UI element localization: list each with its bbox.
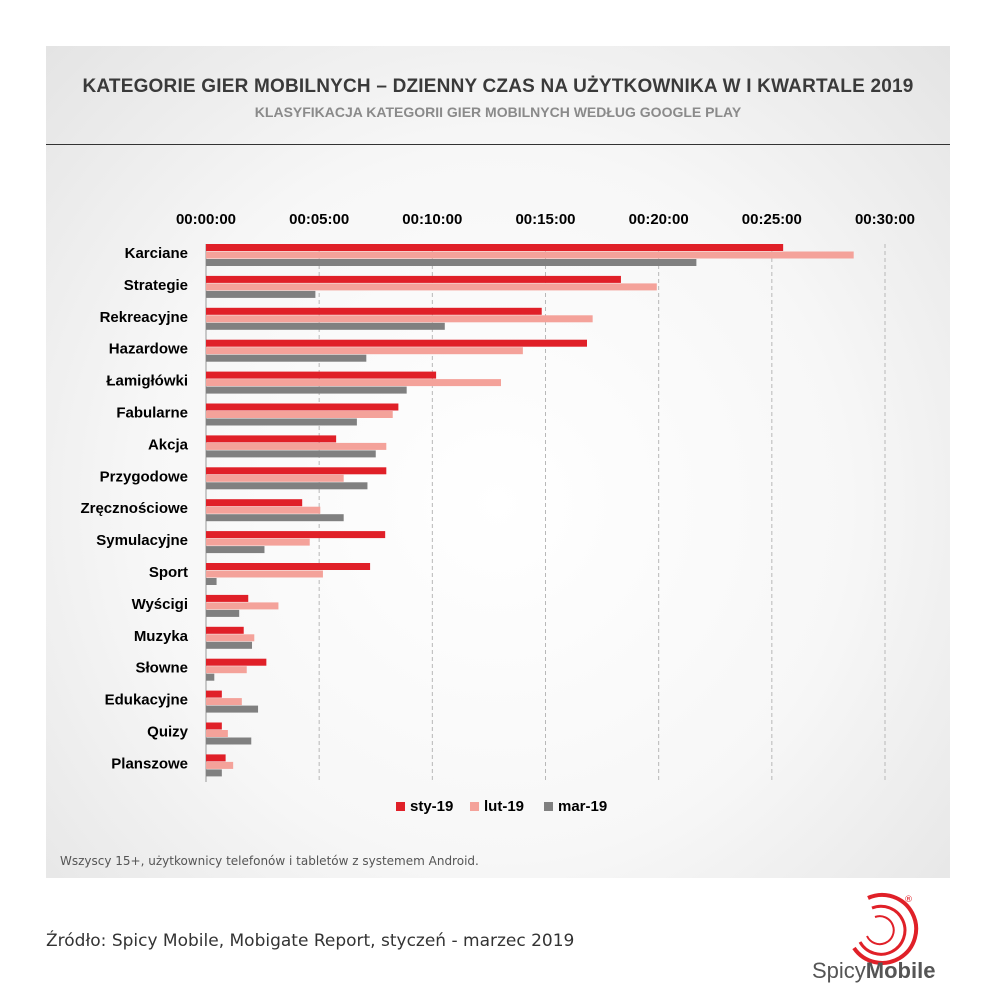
x-tick-label: 00:15:00	[515, 211, 575, 228]
bar-lut-19	[206, 506, 321, 514]
source-text: Źródło: Spicy Mobile, Mobigate Report, s…	[46, 931, 575, 951]
category-label: Zręcznościowe	[80, 500, 188, 517]
bar-sty-19	[206, 722, 222, 730]
bar-mar-19	[206, 418, 357, 426]
bar-lut-19	[206, 602, 279, 610]
bar-lut-19	[206, 379, 501, 387]
bar-lut-19	[206, 442, 387, 450]
bar-sty-19	[206, 339, 587, 347]
bar-sty-19	[206, 531, 386, 539]
bar-lut-19	[206, 474, 344, 482]
category-label: Sport	[149, 564, 188, 581]
bar-mar-19	[206, 482, 368, 490]
bar-lut-19	[206, 538, 310, 546]
logo-spicy: Spicy	[812, 958, 866, 983]
legend-swatch	[470, 802, 479, 811]
category-label: Edukacyjne	[105, 692, 188, 709]
x-tick-label: 00:10:00	[402, 211, 462, 228]
bar-mar-19	[206, 737, 252, 745]
category-label: Quizy	[147, 724, 188, 741]
bar-lut-19	[206, 251, 854, 259]
logo-mobile: Mobile	[865, 958, 936, 983]
bar-mar-19	[206, 673, 215, 681]
chart-footnote: Wszyscy 15+, użytkownicy telefonów i tab…	[60, 854, 479, 868]
category-label: Fabularne	[116, 405, 188, 422]
bar-mar-19	[206, 322, 445, 330]
bar-lut-19	[206, 347, 523, 355]
bar-mar-19	[206, 386, 407, 394]
bar-sty-19	[206, 690, 222, 698]
bar-mar-19	[206, 546, 265, 554]
bar-lut-19	[206, 634, 255, 642]
bar-mar-19	[206, 450, 376, 458]
bar-mar-19	[206, 769, 222, 777]
legend-swatch	[544, 802, 553, 811]
bar-lut-19	[206, 666, 247, 674]
title-divider	[46, 144, 950, 145]
bar-lut-19	[206, 283, 657, 291]
spicy-mobile-logo-icon: ®	[852, 892, 919, 965]
bar-sty-19	[206, 435, 337, 443]
chart-title: KATEGORIE GIER MOBILNYCH – DZIENNY CZAS …	[82, 76, 914, 97]
category-label: Wyścigi	[132, 596, 188, 613]
bar-sty-19	[206, 307, 542, 315]
category-label: Rekreacyjne	[100, 309, 188, 326]
bar-sty-19	[206, 658, 267, 666]
bar-mar-19	[206, 259, 697, 266]
bar-chart: 00:00:00 00:05:00 00:10:00 00:15:00 00:20:00…	[80, 211, 915, 815]
bar-mar-19	[206, 609, 240, 617]
bar-mar-19	[206, 290, 316, 298]
legend-label: mar-19	[558, 798, 607, 815]
category-label: Słowne	[135, 660, 188, 677]
chart-panel: KATEGORIE GIER MOBILNYCH – DZIENNY CZAS …	[46, 46, 950, 878]
bar-lut-19	[206, 570, 323, 578]
bar-mar-19	[206, 641, 253, 649]
bar-lut-19	[206, 315, 593, 323]
bar-lut-19	[206, 698, 242, 706]
bar-sty-19	[206, 626, 244, 634]
category-label: Łamigłówki	[106, 373, 188, 390]
bar-sty-19	[206, 275, 621, 283]
bar-sty-19	[206, 499, 303, 507]
x-tick-label: 00:25:00	[742, 211, 802, 228]
category-label: Planszowe	[111, 755, 188, 772]
bar-lut-19	[206, 411, 393, 418]
bar-lut-19	[206, 730, 228, 737]
category-label: Akcja	[148, 436, 189, 453]
bar-sty-19	[206, 467, 387, 475]
x-tick-label: 00:30:00	[855, 211, 915, 228]
category-label: Muzyka	[134, 628, 189, 645]
registered-mark: ®	[904, 895, 913, 905]
bar-sty-19	[206, 371, 437, 379]
legend-swatch	[396, 802, 405, 811]
x-tick-label: 00:20:00	[629, 211, 689, 228]
bar-mar-19	[206, 514, 344, 522]
bar-sty-19	[206, 244, 784, 251]
logo-wordmark: SpicyMobile	[812, 958, 935, 984]
bar-mar-19	[206, 578, 217, 585]
legend-label: lut-19	[484, 798, 524, 815]
category-label: Przygodowe	[100, 468, 188, 485]
chart-subtitle: KLASYFIKACJA KATEGORII GIER MOBILNYCH WE…	[254, 104, 742, 120]
category-label: Symulacyjne	[96, 532, 188, 549]
legend-label: sty-19	[410, 798, 453, 815]
x-tick-label: 00:00:00	[176, 211, 236, 228]
bar-mar-19	[206, 354, 367, 362]
x-tick-label: 00:05:00	[289, 211, 349, 228]
category-label: Strategie	[124, 277, 188, 294]
bar-sty-19	[206, 563, 371, 570]
bar-sty-19	[206, 403, 399, 411]
bar-mar-19	[206, 705, 259, 713]
category-label: Karciane	[125, 245, 188, 262]
bar-lut-19	[206, 761, 234, 769]
bar-sty-19	[206, 754, 226, 762]
category-label: Hazardowe	[109, 341, 188, 358]
bar-sty-19	[206, 594, 249, 602]
